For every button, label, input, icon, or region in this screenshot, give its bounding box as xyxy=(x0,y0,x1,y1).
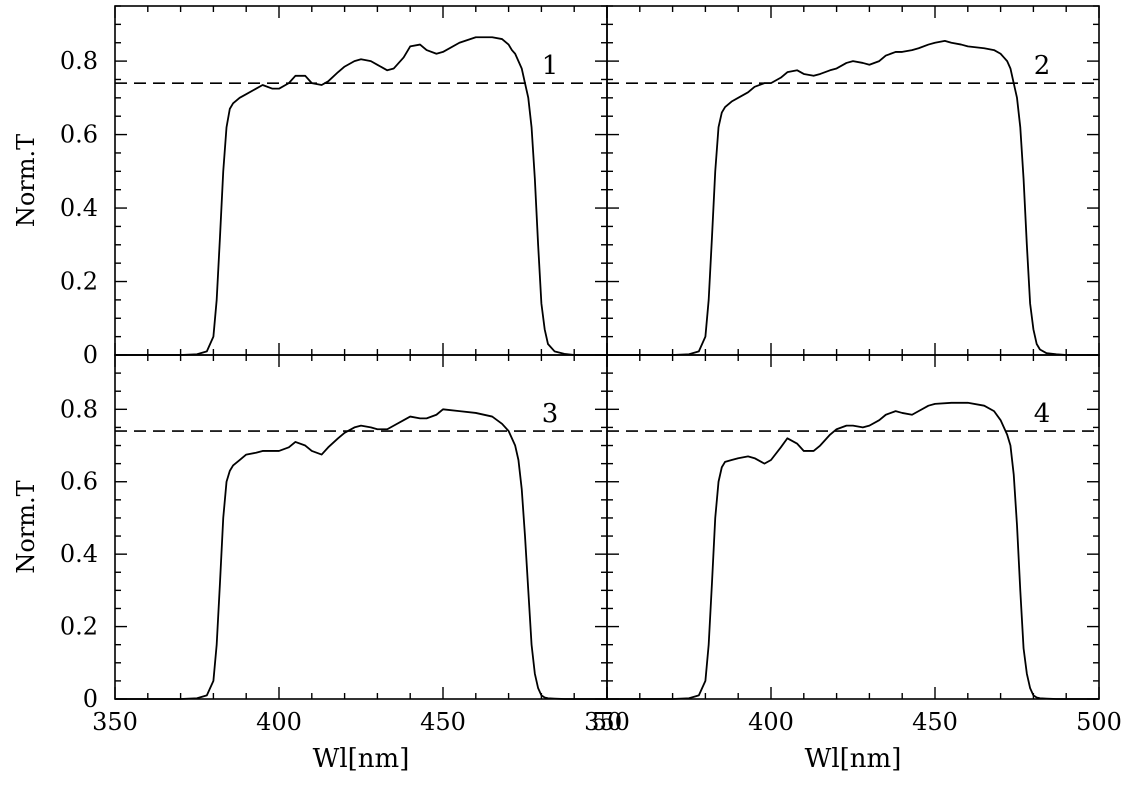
y-tick-label: 0.4 xyxy=(60,194,98,222)
y-tick-label: 0 xyxy=(83,341,98,369)
panel-number-label: 2 xyxy=(1034,51,1051,81)
panel-number-label: 4 xyxy=(1034,399,1051,429)
transmission-curve xyxy=(115,36,607,356)
x-tick-label: 350 xyxy=(584,708,630,736)
panel-1: 0 0.2 0.4 0.6 0.8 Norm.T 1 xyxy=(12,5,608,369)
panel-frame xyxy=(114,5,608,356)
y-tick-label: 0.2 xyxy=(60,268,98,296)
y-tick-label: 0.8 xyxy=(60,395,98,423)
transmission-curve xyxy=(607,40,1099,356)
y-axis-label: Norm.T xyxy=(12,134,40,227)
y-tick-label: 0.6 xyxy=(60,121,98,149)
panel-frame xyxy=(606,5,1100,356)
y-tick-label: 0.4 xyxy=(60,540,98,568)
y-tick-label: 0.8 xyxy=(60,47,98,75)
x-tick-label: 400 xyxy=(748,708,794,736)
x-axis-label: Wl[nm] xyxy=(313,744,410,774)
x-tick-label: 450 xyxy=(420,708,466,736)
panel-frame xyxy=(606,354,1100,700)
x-tick-label: 500 xyxy=(1076,708,1122,736)
y-tick-label: 0 xyxy=(83,685,98,713)
transmission-curve xyxy=(115,408,607,700)
x-tick-label: 450 xyxy=(912,708,958,736)
x-tick-label: 350 xyxy=(92,708,138,736)
x-axis-label: Wl[nm] xyxy=(805,744,902,774)
panel-number-label: 3 xyxy=(542,399,559,429)
y-tick-label: 0.2 xyxy=(60,613,98,641)
panel-2: 2 xyxy=(606,5,1100,356)
panel-3: 0 0.2 0.4 0.6 0.8 Norm.T 350 400 450 50 Wl[nm] 3 xyxy=(12,354,623,774)
y-tick-label: 0.6 xyxy=(60,468,98,496)
panel-number-label: 1 xyxy=(542,51,559,81)
y-axis-label: Norm.T xyxy=(12,480,40,573)
x-tick-label: 400 xyxy=(256,708,302,736)
x-tick-label: 50 xyxy=(592,708,623,736)
transmission-curve xyxy=(607,401,1099,700)
panel-frame xyxy=(114,354,608,700)
panel-4: 350 400 450 500 Wl[nm] 4 xyxy=(584,354,1122,774)
